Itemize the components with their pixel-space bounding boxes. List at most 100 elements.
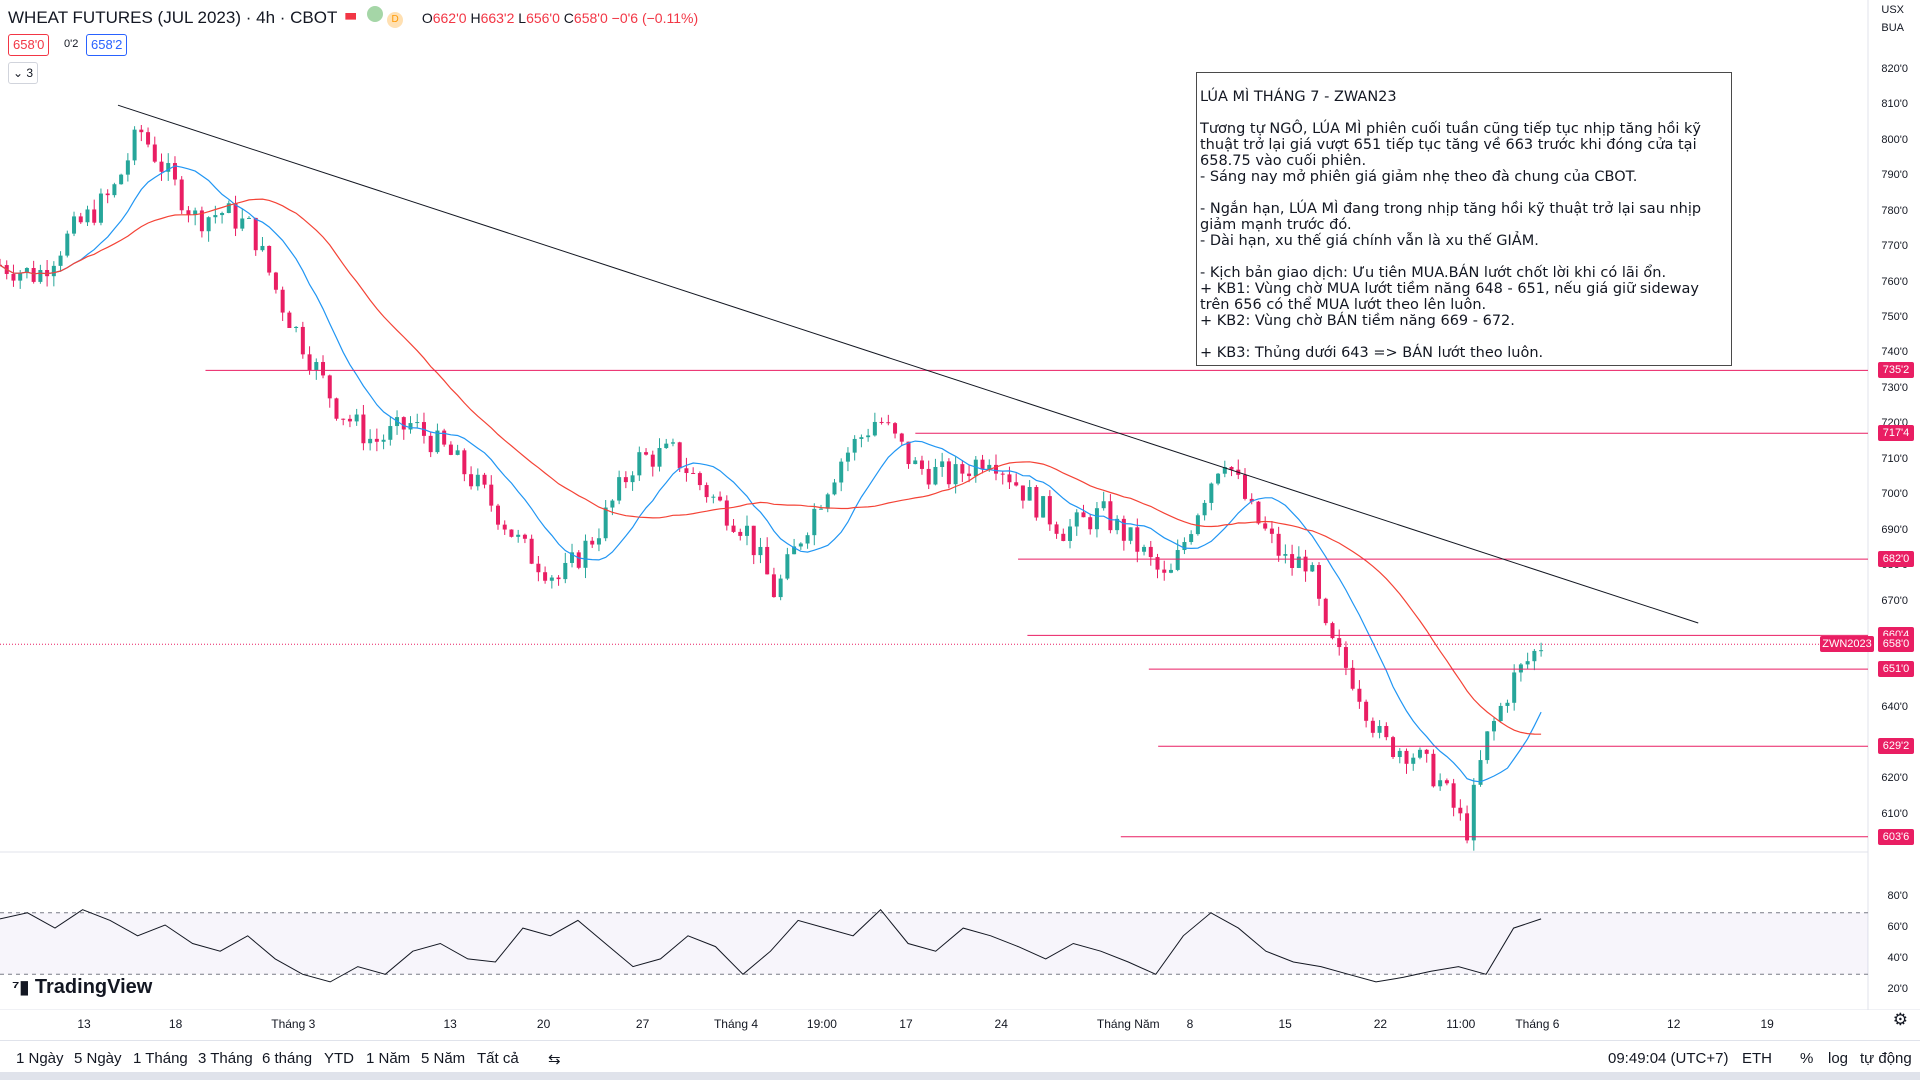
symbol-title[interactable]: WHEAT FUTURES (JUL 2023) · 4h · CBOT xyxy=(8,8,338,27)
candle-body xyxy=(1061,533,1066,541)
unit-label[interactable]: BUA xyxy=(1881,22,1904,34)
price-tick: 730'0 xyxy=(1881,381,1908,394)
candle-body xyxy=(381,439,386,442)
candle-body xyxy=(630,475,635,483)
candle-body xyxy=(516,534,521,537)
clock-label[interactable]: 09:49:04 (UTC+7) xyxy=(1608,1050,1729,1067)
candle-body xyxy=(913,460,918,465)
candle-body xyxy=(321,362,326,376)
candle-body xyxy=(704,485,709,498)
candle-body xyxy=(792,546,797,555)
percent-toggle[interactable]: % xyxy=(1800,1050,1814,1067)
candle-body xyxy=(455,450,460,455)
candle-body xyxy=(744,525,749,536)
time-tick: 18 xyxy=(168,1017,183,1031)
candle-body xyxy=(1175,550,1180,570)
candle-body xyxy=(469,474,474,487)
candle-body xyxy=(637,452,642,476)
candle-body xyxy=(1229,466,1234,470)
eth-toggle[interactable]: ETH xyxy=(1742,1050,1772,1067)
candle-body xyxy=(1088,517,1093,530)
candle-body xyxy=(596,538,601,545)
currency-label[interactable]: USX xyxy=(1881,4,1904,16)
price-tick: 690'0 xyxy=(1881,523,1908,536)
range-ytd[interactable]: YTD xyxy=(324,1050,354,1067)
range-1m[interactable]: 1 Tháng xyxy=(133,1050,188,1067)
candle-body xyxy=(1290,554,1295,568)
candle-body xyxy=(462,450,467,475)
candle-body xyxy=(220,213,225,216)
settings-icon[interactable]: ⚙ xyxy=(1892,1010,1908,1029)
candle-body xyxy=(166,163,171,172)
analysis-note[interactable]: LÚA MÌ THÁNG 7 - ZWAN23 Tương tự NGÔ, LÚ… xyxy=(1196,72,1732,366)
candle-body xyxy=(691,473,696,475)
candle-body xyxy=(657,448,662,467)
buy-price-button[interactable]: 658'2 xyxy=(86,34,128,56)
candle-body xyxy=(1027,486,1032,501)
candle-body xyxy=(1364,701,1369,721)
price-tick: 800'0 xyxy=(1881,133,1908,146)
candle-body xyxy=(105,193,110,196)
flag-icon xyxy=(345,13,357,24)
candle-body xyxy=(58,255,63,266)
candle-body xyxy=(617,477,622,501)
goto-date-icon[interactable]: ⇆ xyxy=(548,1051,561,1068)
price-tick: 700'0 xyxy=(1881,488,1908,501)
sell-price-button[interactable]: 658'0 xyxy=(8,34,50,56)
candle-body xyxy=(973,459,978,477)
candle-body xyxy=(1384,725,1389,738)
rsi-line xyxy=(0,908,1542,983)
price-chart[interactable] xyxy=(0,0,1920,1010)
candle-body xyxy=(1155,557,1160,570)
candle-body xyxy=(832,482,837,495)
range-5y[interactable]: 5 Năm xyxy=(421,1050,466,1067)
candle-body xyxy=(1216,473,1221,484)
candle-body xyxy=(751,525,756,556)
candle-body xyxy=(812,508,817,536)
candle-body xyxy=(1195,515,1200,535)
range-1y[interactable]: 1 Năm xyxy=(366,1050,411,1067)
time-tick: 19 xyxy=(1760,1017,1774,1031)
candle-body xyxy=(872,421,877,436)
candle-body xyxy=(778,578,783,598)
range-all[interactable]: Tất cả xyxy=(477,1050,519,1067)
time-tick: 20 xyxy=(536,1017,551,1031)
candle-body xyxy=(98,193,103,223)
candle-body xyxy=(738,531,743,536)
log-toggle[interactable]: log xyxy=(1828,1050,1849,1067)
candle-body xyxy=(294,326,299,328)
candle-body xyxy=(489,484,494,506)
candle-body xyxy=(1303,556,1308,572)
candle-body xyxy=(1532,650,1537,662)
rsi-band xyxy=(0,912,1868,975)
candle-body xyxy=(428,435,433,453)
candle-body xyxy=(341,418,346,420)
range-5d[interactable]: 5 Ngày xyxy=(74,1050,122,1067)
range-6m[interactable]: 6 tháng xyxy=(262,1050,313,1067)
candle-body xyxy=(368,438,373,444)
range-3m[interactable]: 3 Tháng xyxy=(198,1050,253,1067)
indicators-collapse-button[interactable]: ⌄ 3 xyxy=(8,62,39,84)
candle-body xyxy=(785,554,790,579)
price-tick: 740'0 xyxy=(1881,346,1908,359)
candle-body xyxy=(1485,731,1490,761)
candle-body xyxy=(1283,554,1288,556)
auto-toggle[interactable]: tự động xyxy=(1860,1050,1912,1067)
candle-body xyxy=(549,577,554,581)
candle-body xyxy=(240,218,245,229)
candle-body xyxy=(1068,526,1073,541)
price-tick: 750'0 xyxy=(1881,311,1908,323)
candle-body xyxy=(253,217,258,251)
candle-body xyxy=(670,442,675,444)
tradingview-logo[interactable]: ⁷▮ TradingView xyxy=(12,976,153,998)
range-1d[interactable]: 1 Ngày xyxy=(16,1050,64,1067)
time-tick: 22 xyxy=(1373,1017,1388,1031)
candle-body xyxy=(1525,661,1530,665)
candle-body xyxy=(987,464,992,470)
candle-body xyxy=(1491,720,1496,732)
candle-body xyxy=(18,273,23,281)
candle-body xyxy=(933,466,938,485)
candle-body xyxy=(1310,565,1315,572)
candle-body xyxy=(1431,753,1436,787)
candle-body xyxy=(1337,638,1342,648)
